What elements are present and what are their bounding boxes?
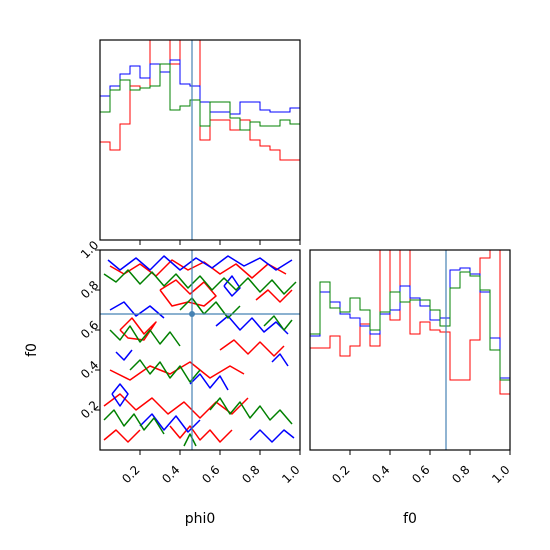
contour-x-ticks: 0.2 0.4 0.6 0.8 1.0 <box>119 450 303 486</box>
contour-series-2-line-4 <box>215 315 289 335</box>
histogram-f0-xtick-label-5: 1.0 <box>489 463 512 486</box>
contour-series-3-line-3 <box>179 297 241 319</box>
contour-series-2-line-1 <box>107 255 293 271</box>
contour-xtick-label-5: 1.0 <box>279 463 302 486</box>
contour-ytick-label-1: 0.2 <box>78 398 101 421</box>
contour-ytick-label-5: 1.0 <box>78 238 101 261</box>
contour-series-1-line-2 <box>109 361 245 381</box>
contour-y-ticks: 0.2 0.4 0.6 0.8 1.0 <box>78 238 101 421</box>
contour-series-3-line-8 <box>183 433 197 447</box>
contour-series-2-line-5 <box>139 413 201 433</box>
y-axis-label-f0: f0 <box>24 343 40 357</box>
contour-series-1-line-1 <box>109 259 287 279</box>
histogram-f0-xtick-label-3: 0.6 <box>409 463 432 486</box>
histogram-phi0-panel <box>99 39 301 245</box>
contour-phi0-f0-panel: 0.2 0.4 0.6 0.8 1.0 0.2 0.4 0.6 0.8 1.0 <box>78 238 303 486</box>
contour-series-2-line-3 <box>111 383 129 407</box>
histogram-f0-xtick-label-4: 0.8 <box>449 463 472 486</box>
contour-series-1-line-9 <box>103 429 141 443</box>
contour-series-2-line-9 <box>271 353 289 367</box>
x-axis-label-phi0: phi0 <box>185 511 216 527</box>
histogram-f0-panel: 0.2 0.4 0.6 0.8 1.0 <box>309 249 513 486</box>
contour-series-1-line-4 <box>159 279 217 307</box>
contour-series-1-line-8 <box>255 289 293 303</box>
contour-series-3-line-1 <box>103 269 297 295</box>
histogram-phi0-series-2 <box>99 59 301 240</box>
contour-ytick-label-3: 0.6 <box>78 318 101 341</box>
x-axis-label-f0: f0 <box>403 511 417 527</box>
contour-series-1-line-5 <box>219 339 285 357</box>
contour-xtick-label-1: 0.2 <box>119 463 142 486</box>
contour-xtick-label-2: 0.4 <box>159 463 182 486</box>
histogram-phi0-series-3 <box>99 63 301 240</box>
histogram-phi0-ticks <box>139 240 301 245</box>
contour-series-2-line-6 <box>189 373 229 391</box>
histogram-phi0-series-group <box>99 39 301 240</box>
contour-series-3-line-7 <box>263 315 293 331</box>
histogram-f0-xtick-label-1: 0.2 <box>329 463 352 486</box>
contour-truth-point <box>189 311 195 317</box>
histogram-f0-xtick-label-2: 0.4 <box>369 463 392 486</box>
contour-series-1-line-7 <box>119 317 157 341</box>
contour-series-3-line-4 <box>129 359 201 383</box>
contour-series-2-line-2 <box>109 301 165 319</box>
contour-ytick-label-4: 0.8 <box>78 278 101 301</box>
histogram-f0-series-3 <box>309 271 511 450</box>
contour-series-1-line-3 <box>103 393 249 419</box>
contour-series-group <box>103 255 297 447</box>
contour-series-3-line-6 <box>209 397 293 425</box>
contour-ytick-label-2: 0.4 <box>78 358 101 381</box>
histogram-f0-ticks: 0.2 0.4 0.6 0.8 1.0 <box>329 450 513 486</box>
histogram-f0-series-group <box>309 249 511 450</box>
contour-series-1-line-6 <box>169 425 233 443</box>
contour-series-2-line-8 <box>223 275 241 297</box>
contour-xtick-label-3: 0.6 <box>199 463 222 486</box>
contour-xtick-label-4: 0.8 <box>239 463 262 486</box>
contour-series-3-line-5 <box>103 409 165 435</box>
contour-series-2-line-7 <box>249 429 295 443</box>
contour-series-2-line-10 <box>115 349 133 361</box>
contour-series-3-line-2 <box>109 325 181 347</box>
